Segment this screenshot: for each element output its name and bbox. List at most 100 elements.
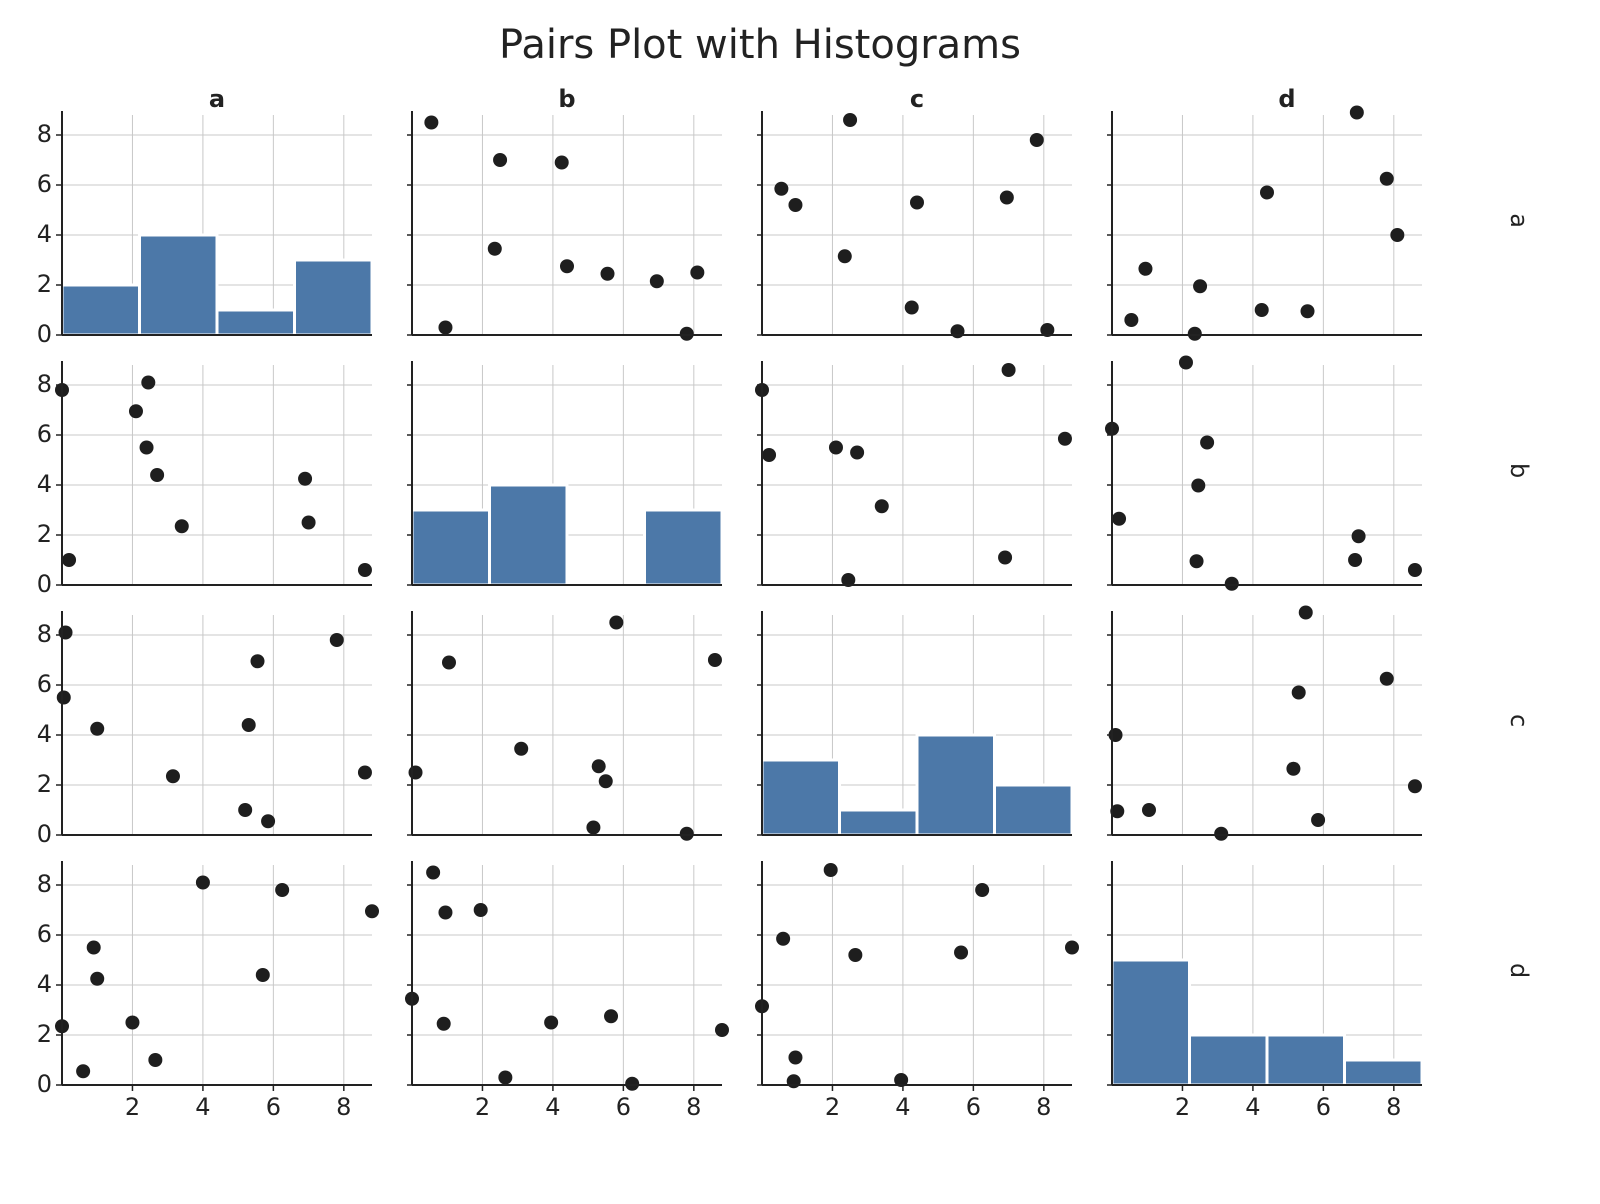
y-tick-label: 0 <box>37 320 52 348</box>
scatter-point <box>776 931 791 946</box>
panel-a-a: 0 2 4 6 8 <box>37 111 374 348</box>
y-tick-label: 6 <box>37 920 52 948</box>
scatter-point <box>473 903 488 917</box>
y-tick-label: 0 <box>37 1070 52 1098</box>
scatter-point <box>1254 303 1269 317</box>
panel-d-b: 2 4 6 8 <box>405 861 729 1121</box>
y-tick-label: 2 <box>37 270 52 298</box>
x-tick-label: 2 <box>825 1093 840 1121</box>
histogram-bar <box>1265 1033 1346 1087</box>
scatter-point <box>365 904 379 919</box>
scatter-point <box>544 1015 559 1030</box>
scatter-point <box>195 875 210 890</box>
y-tick-label: 4 <box>37 970 52 998</box>
scatter-point <box>950 324 965 339</box>
scatter-point <box>786 1074 801 1089</box>
panel-b-b <box>407 361 724 587</box>
scatter-point <box>1298 605 1313 620</box>
scatter-point <box>604 1009 619 1024</box>
scatter-point <box>600 266 615 281</box>
scatter-point <box>625 1076 640 1091</box>
scatter-point <box>438 905 453 920</box>
scatter-point <box>1001 363 1016 377</box>
scatter-point <box>76 1064 91 1079</box>
x-tick-label: 2 <box>125 1093 140 1121</box>
scatter-point <box>1311 813 1326 827</box>
scatter-point <box>150 468 165 482</box>
scatter-point <box>493 153 508 167</box>
scatter-point <box>560 259 574 274</box>
scatter-point <box>1065 940 1079 955</box>
scatter-point <box>1141 803 1156 817</box>
panel-a-b <box>407 111 722 341</box>
scatter-point <box>975 883 990 897</box>
y-tick-label: 8 <box>37 370 52 398</box>
scatter-point <box>1260 185 1274 200</box>
scatter-point <box>148 1053 163 1067</box>
y-tick-label: 6 <box>37 670 52 698</box>
scatter-point <box>1112 511 1127 526</box>
scatter-point <box>554 155 569 170</box>
scatter-point <box>788 1050 803 1065</box>
scatter-point <box>357 765 372 780</box>
scatter-point <box>141 375 156 390</box>
scatter-point <box>165 769 180 784</box>
y-tick-label: 6 <box>37 420 52 448</box>
scatter-point <box>441 655 456 670</box>
y-tick-label: 2 <box>37 520 52 548</box>
y-tick-label: 2 <box>37 770 52 798</box>
scatter-point <box>762 448 777 462</box>
scatter-point <box>1178 355 1193 370</box>
y-tick-label: 2 <box>37 1020 52 1048</box>
panel-d-c: 2 4 6 8 <box>755 861 1079 1121</box>
scatter-point <box>1348 553 1363 567</box>
x-tick-label: 2 <box>1175 1093 1190 1121</box>
scatter-point <box>1349 105 1364 120</box>
x-tick-label: 4 <box>1245 1093 1260 1121</box>
y-tick-label: 4 <box>37 220 52 248</box>
scatter-point <box>598 774 613 789</box>
scatter-point <box>1029 133 1044 147</box>
scatter-point <box>1189 554 1204 569</box>
scatter-point <box>408 765 423 780</box>
x-tick-label: 6 <box>266 1093 281 1121</box>
chart-title: Pairs Plot with Histograms <box>499 22 1021 68</box>
y-tick-label: 4 <box>37 720 52 748</box>
scatter-point <box>275 883 290 897</box>
scatter-point <box>357 563 372 577</box>
y-tick-label: 6 <box>37 170 52 198</box>
row-label-a: a <box>1505 213 1533 228</box>
panel-b-d <box>1105 355 1422 591</box>
panel-a-c <box>757 111 1072 339</box>
scatter-point <box>90 721 105 736</box>
panel-c-d <box>1107 605 1422 841</box>
scatter-point <box>238 803 253 817</box>
scatter-point <box>255 968 270 982</box>
scatter-point <box>125 1015 140 1030</box>
scatter-point <box>424 115 439 130</box>
x-tick-label: 4 <box>545 1093 560 1121</box>
scatter-point <box>139 440 154 455</box>
scatter-point <box>999 190 1014 205</box>
x-tick-label: 8 <box>1386 1093 1401 1121</box>
scatter-point <box>1110 804 1125 819</box>
scatter-point <box>828 440 843 455</box>
column-label-a: a <box>209 85 225 113</box>
scatter-point <box>329 633 344 647</box>
x-tick-label: 6 <box>1316 1093 1331 1121</box>
scatter-point <box>874 499 889 514</box>
panel-c-c <box>757 611 1074 837</box>
scatter-point <box>1300 304 1315 319</box>
histogram-bar <box>1188 1033 1269 1087</box>
column-label-b: b <box>558 85 575 113</box>
scatter-point <box>1138 261 1153 276</box>
histogram-bar <box>1110 958 1191 1087</box>
scatter-point <box>609 615 624 630</box>
scatter-point <box>591 759 606 774</box>
scatter-point <box>690 265 705 280</box>
panel-b-a: 0 2 4 6 8 <box>37 361 372 598</box>
x-tick-label: 6 <box>616 1093 631 1121</box>
panel-b-c <box>755 361 1072 587</box>
scatter-point <box>58 625 73 640</box>
scatter-point <box>715 1023 729 1037</box>
